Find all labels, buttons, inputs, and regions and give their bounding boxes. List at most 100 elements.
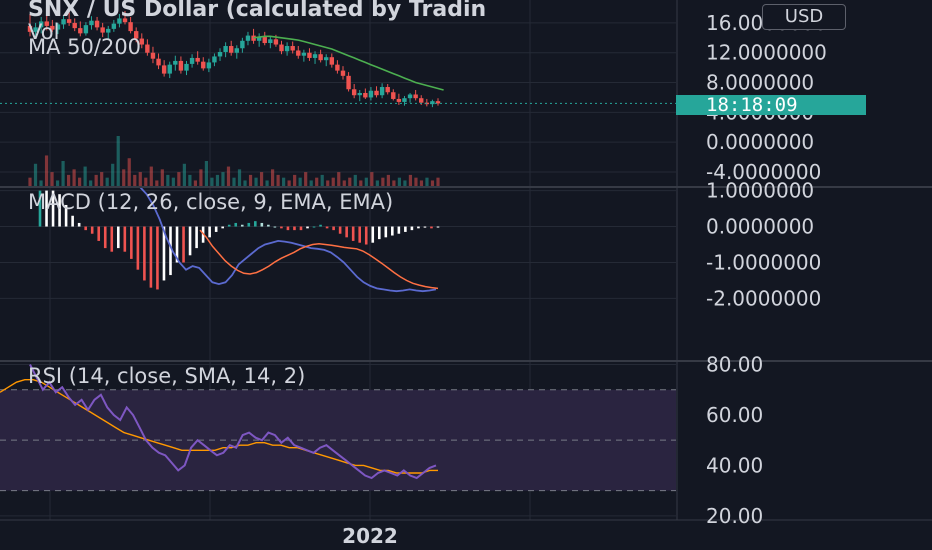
candle-body	[312, 54, 318, 58]
volume-bar	[144, 177, 148, 186]
volume-bar	[72, 169, 76, 186]
macd-histogram-bar	[306, 226, 309, 229]
macd-histogram	[38, 190, 440, 290]
volume-bar	[304, 172, 308, 186]
volume-bar	[94, 174, 98, 186]
candle-body	[133, 31, 139, 39]
candle-body	[55, 24, 61, 30]
candle-body	[173, 60, 178, 65]
volume-bar	[133, 174, 137, 186]
volume-bar	[89, 180, 93, 186]
candle-body	[396, 98, 402, 102]
macd-histogram-bar	[312, 226, 316, 228]
macd-histogram-bar	[267, 224, 270, 227]
candle-body	[335, 64, 340, 71]
volume-bar	[66, 174, 71, 186]
macd-histogram-bar	[273, 226, 277, 228]
volume-bar	[160, 169, 164, 186]
volume-bar	[353, 174, 357, 186]
macd-signal-line	[199, 229, 439, 290]
vol-legend[interactable]: Vol	[28, 20, 60, 44]
macd-histogram-bar	[221, 226, 224, 229]
volume-bar	[111, 163, 115, 186]
candle-body	[89, 20, 94, 26]
volume-bar	[337, 172, 341, 186]
candle-body	[290, 46, 295, 51]
ma-50-line	[253, 35, 444, 91]
macd-histogram-bar	[240, 224, 244, 227]
volume-bar	[193, 180, 198, 186]
volume-bar	[232, 177, 236, 186]
time-axis-label: 2022	[342, 524, 398, 548]
volume-bar	[83, 166, 87, 186]
macd-line	[139, 186, 437, 293]
volume-bars	[28, 136, 440, 186]
price-axis-label: 1.0000000	[706, 179, 814, 203]
candle-body	[122, 18, 128, 23]
price-axis-label: 40.00	[706, 453, 763, 477]
macd-histogram-bar	[90, 226, 94, 234]
macd-histogram-bar	[143, 226, 146, 281]
price-axis-label: -2.0000000	[706, 286, 821, 310]
volume-bar	[44, 155, 49, 186]
volume-bar	[215, 174, 220, 186]
candle-body	[189, 57, 195, 64]
macd-histogram-bar	[299, 226, 303, 231]
candle-body	[72, 22, 77, 29]
macd-histogram-bar	[410, 226, 414, 231]
volume-bar	[248, 174, 253, 186]
candle-body	[139, 38, 144, 45]
volume-bar	[204, 161, 209, 186]
chart-title[interactable]: SNX / US Dollar (calculated by Tradin	[28, 0, 487, 22]
candle-body	[167, 64, 172, 74]
macd-histogram-bar	[351, 226, 355, 241]
candle-body	[279, 44, 284, 52]
candle-body	[419, 98, 424, 103]
candle-body	[38, 21, 44, 28]
candle-body	[346, 75, 351, 90]
macd-histogram-bar	[286, 226, 290, 231]
volume-bar	[78, 177, 82, 186]
volume-bar	[359, 180, 363, 186]
candle-body	[273, 39, 279, 45]
candle-body	[234, 48, 239, 53]
macd-histogram-bar	[188, 226, 192, 256]
candle-body	[307, 52, 312, 58]
macd-histogram-bar	[51, 190, 55, 227]
candle-body	[256, 37, 262, 41]
macd-histogram-bar	[364, 226, 368, 245]
volume-bar	[348, 177, 352, 186]
price-axis-label: -4.0000000	[706, 160, 821, 184]
price-axis-label: 8.0000000	[706, 71, 814, 95]
price-axis-label: 60.00	[706, 403, 763, 427]
candle-body	[402, 98, 407, 102]
candle-body	[106, 28, 111, 33]
candle-body	[223, 46, 228, 52]
volume-bar	[39, 180, 43, 186]
candle-body	[66, 19, 72, 23]
pane-separators[interactable]	[0, 0, 932, 521]
volume-bar	[403, 180, 407, 186]
volume-bar	[127, 158, 131, 186]
candle-body	[318, 54, 323, 61]
rsi-guide-lines	[0, 389, 676, 492]
macd-histogram-bar	[149, 226, 153, 288]
ma-legend[interactable]: MA 50/200	[28, 35, 142, 59]
macd-histogram-bar	[162, 226, 166, 281]
macd-legend[interactable]: MACD (12, 26, close, 9, EMA, EMA)	[28, 190, 394, 214]
macd-histogram-bar	[77, 222, 81, 227]
candle-body	[435, 101, 441, 104]
macd-histogram-bar	[234, 222, 238, 227]
volume-bar	[342, 180, 346, 186]
volume-bar	[309, 180, 313, 186]
currency-button[interactable]: USD	[762, 4, 846, 30]
volume-bar	[116, 136, 120, 186]
macd-histogram-bar	[384, 226, 388, 238]
candle-body	[94, 20, 100, 28]
macd-histogram-bar	[116, 226, 120, 249]
price-axis-label: 20.00	[706, 504, 763, 528]
rsi-legend[interactable]: RSI (14, close, SMA, 14, 2)	[28, 364, 306, 388]
volume-bar	[386, 174, 390, 186]
volume-bar	[61, 161, 65, 186]
